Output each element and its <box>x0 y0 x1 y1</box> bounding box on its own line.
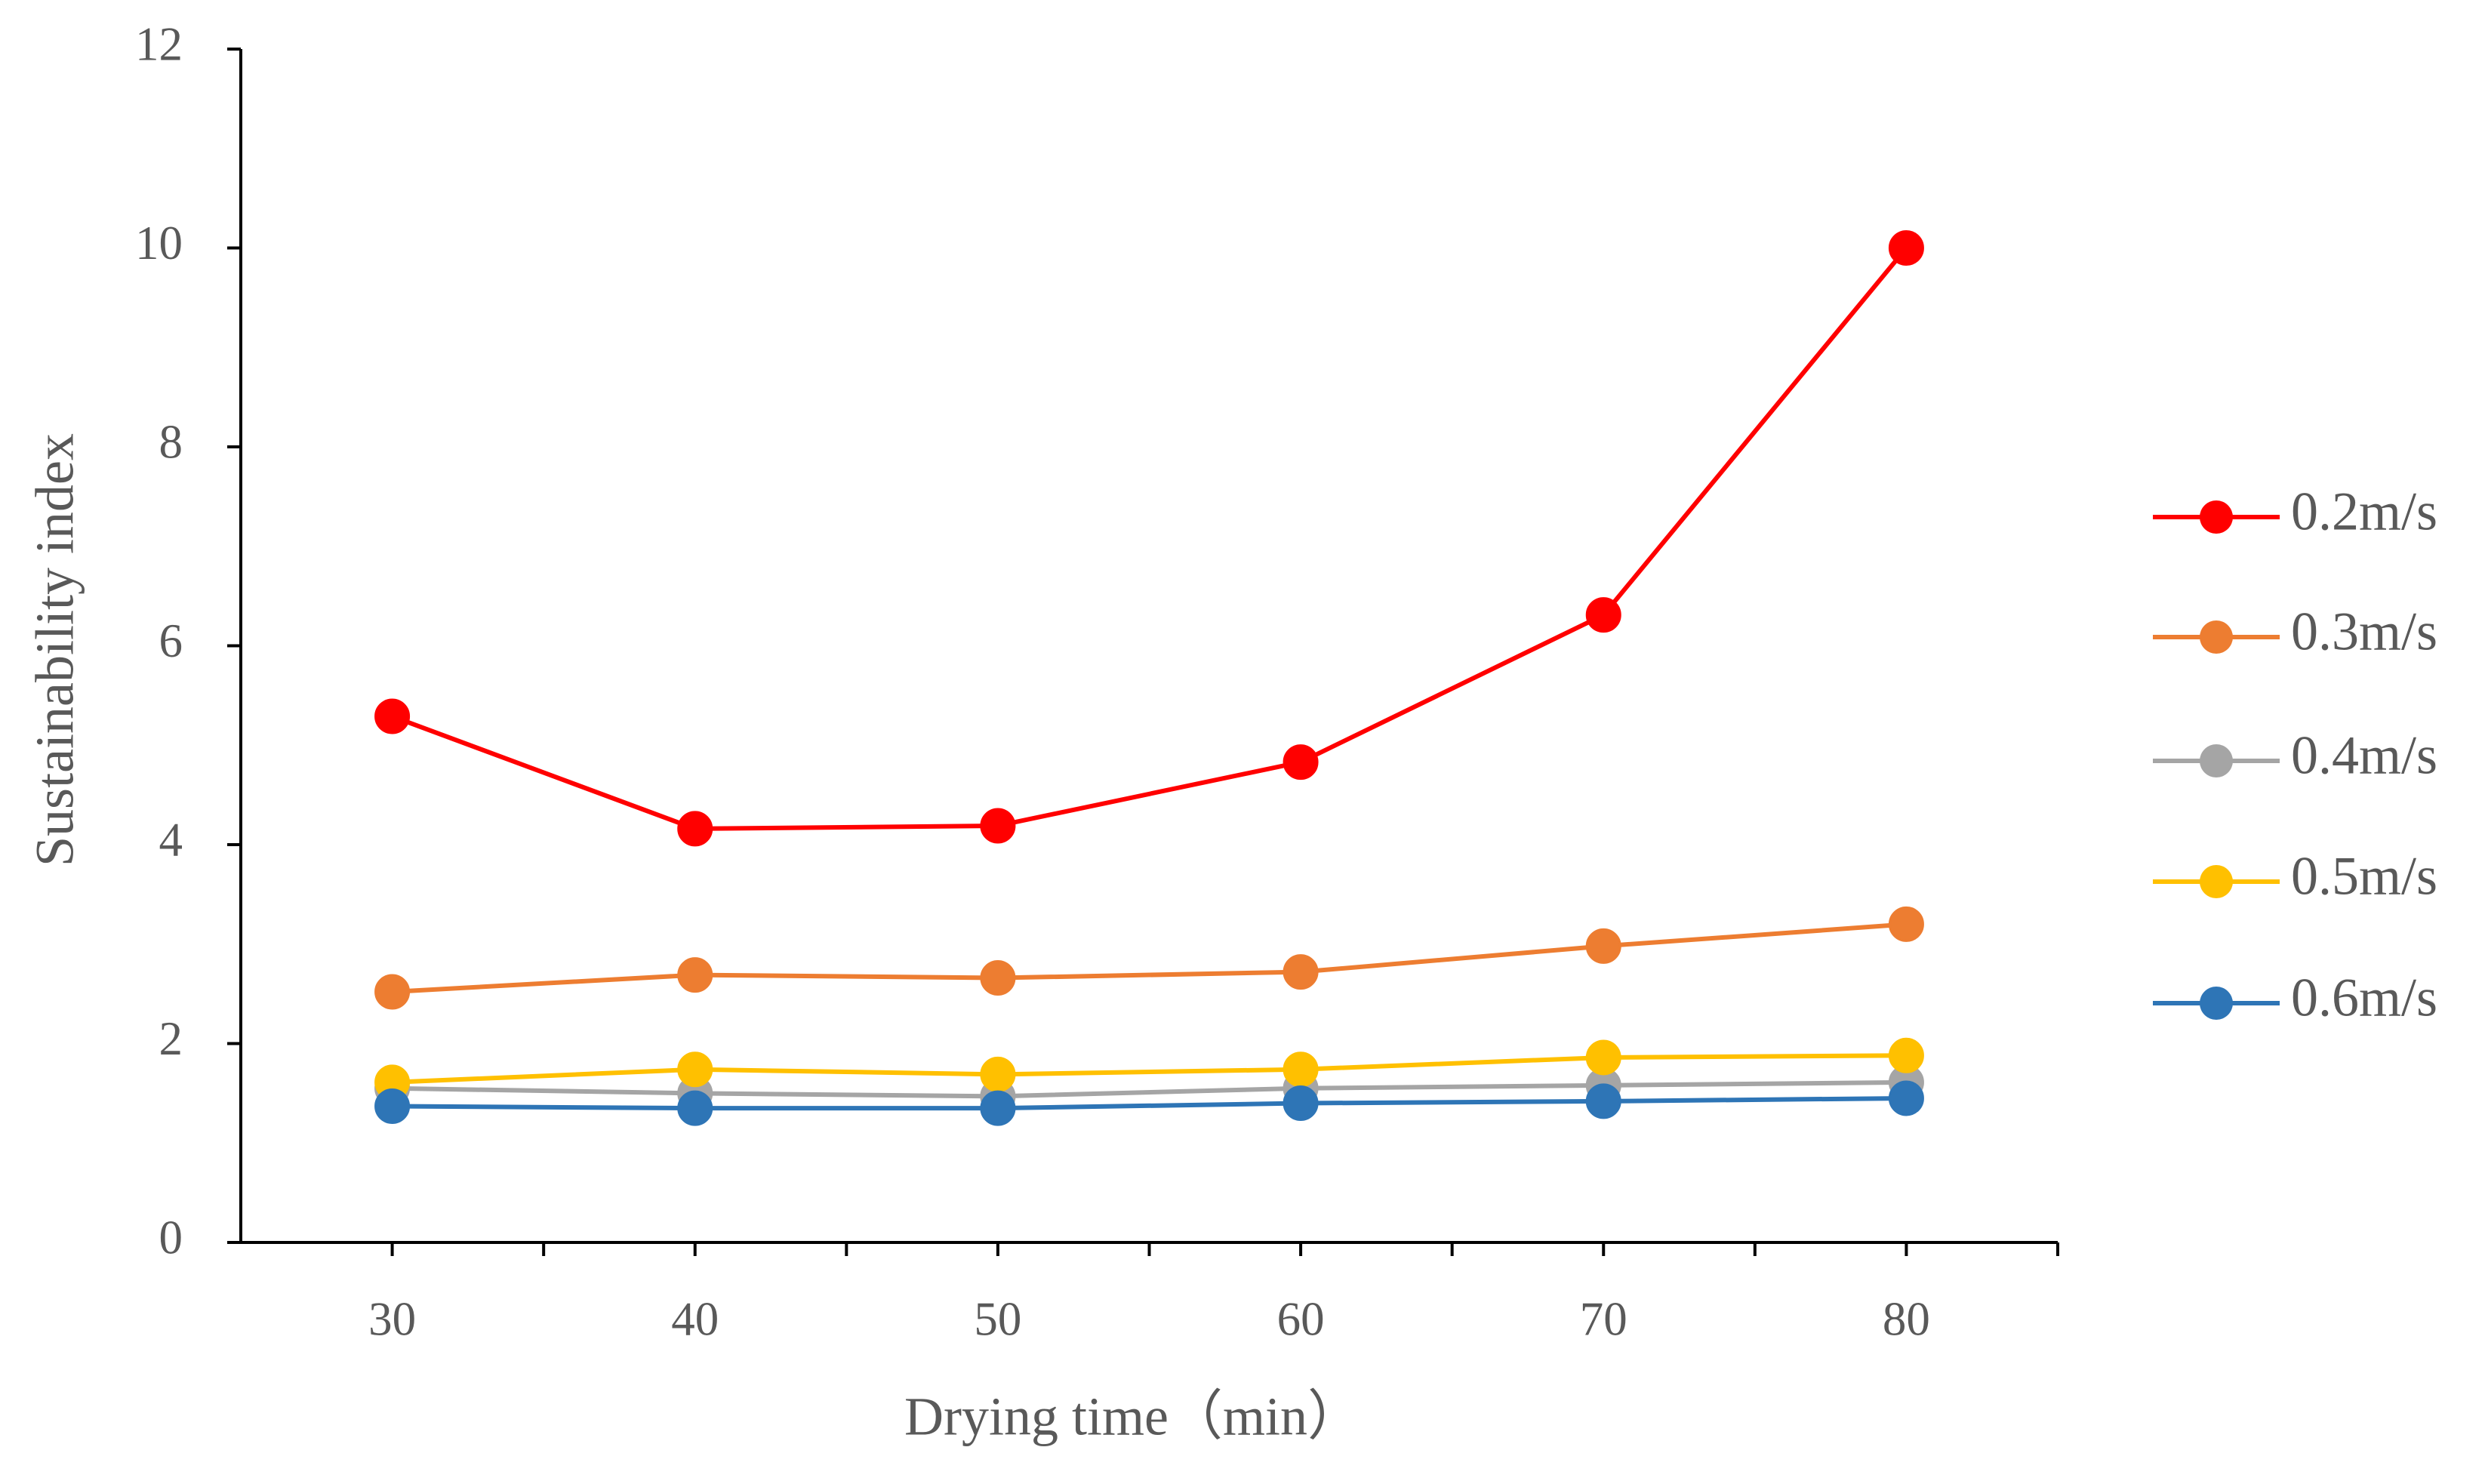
data-point <box>677 957 713 993</box>
y-tick-label: 2 <box>159 1012 183 1065</box>
legend-label: 0.2m/s <box>2291 482 2437 542</box>
legend-label: 0.6m/s <box>2291 968 2437 1028</box>
data-point <box>1585 1083 1621 1119</box>
data-point <box>1888 1080 1924 1116</box>
legend-label: 0.3m/s <box>2291 602 2437 662</box>
data-point <box>1888 906 1924 942</box>
data-point <box>1585 1039 1621 1076</box>
data-point <box>1585 928 1621 964</box>
legend-marker <box>2200 987 2233 1020</box>
x-tick-label: 80 <box>1883 1292 1930 1345</box>
data-point <box>980 1090 1016 1126</box>
y-tick-label: 6 <box>159 614 183 667</box>
data-point <box>1888 230 1924 266</box>
y-tick-label: 0 <box>159 1211 183 1264</box>
data-point <box>1283 1051 1319 1088</box>
data-point <box>374 974 411 1010</box>
legend-marker <box>2200 865 2233 898</box>
x-tick-label: 30 <box>368 1292 416 1345</box>
legend-label: 0.4m/s <box>2291 725 2437 786</box>
legend-marker <box>2200 620 2233 654</box>
series-line <box>391 246 1908 831</box>
series-line <box>392 1079 1907 1099</box>
series-line <box>392 922 1907 994</box>
data-point <box>980 960 1016 996</box>
data-point <box>677 1090 713 1126</box>
y-tick-label: 8 <box>159 415 183 468</box>
y-tick-label: 10 <box>135 217 183 269</box>
y-tick-label: 4 <box>159 813 183 866</box>
x-tick-label: 70 <box>1580 1292 1627 1345</box>
x-tick-label: 40 <box>671 1292 719 1345</box>
legend-marker <box>2200 744 2233 777</box>
data-point <box>677 1051 713 1088</box>
legend-label: 0.5m/s <box>2291 846 2437 907</box>
data-point <box>1283 1085 1319 1122</box>
data-point <box>980 1056 1016 1092</box>
data-point <box>677 811 713 847</box>
y-tick-label: 12 <box>135 17 183 70</box>
series-line <box>392 1095 1907 1111</box>
data-point <box>1283 744 1319 780</box>
data-point <box>374 1088 411 1125</box>
data-point <box>374 698 411 734</box>
x-axis-title: Drying time（min） <box>904 1387 1362 1447</box>
legend-marker <box>2200 500 2233 534</box>
data-point <box>1888 1037 1924 1073</box>
x-tick-label: 60 <box>1277 1292 1325 1345</box>
x-tick-label: 50 <box>974 1292 1021 1345</box>
data-point <box>1283 954 1319 990</box>
y-axis-title: Sustainability index <box>25 433 85 867</box>
series-line <box>392 1053 1907 1085</box>
data-point <box>980 808 1016 844</box>
data-point <box>1585 597 1621 633</box>
